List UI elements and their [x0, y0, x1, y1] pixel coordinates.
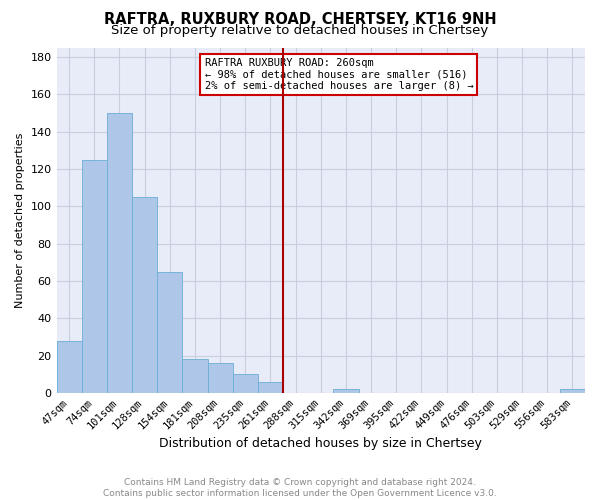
- Bar: [560, 390, 585, 393]
- Bar: [233, 374, 258, 393]
- Y-axis label: Number of detached properties: Number of detached properties: [15, 132, 25, 308]
- Text: Size of property relative to detached houses in Chertsey: Size of property relative to detached ho…: [112, 24, 488, 37]
- Text: RAFTRA, RUXBURY ROAD, CHERTSEY, KT16 9NH: RAFTRA, RUXBURY ROAD, CHERTSEY, KT16 9NH: [104, 12, 496, 28]
- X-axis label: Distribution of detached houses by size in Chertsey: Distribution of detached houses by size …: [160, 437, 482, 450]
- Text: RAFTRA RUXBURY ROAD: 260sqm
← 98% of detached houses are smaller (516)
2% of sem: RAFTRA RUXBURY ROAD: 260sqm ← 98% of det…: [205, 58, 473, 91]
- Bar: [107, 113, 132, 393]
- Bar: [157, 272, 182, 393]
- Text: Contains HM Land Registry data © Crown copyright and database right 2024.
Contai: Contains HM Land Registry data © Crown c…: [103, 478, 497, 498]
- Bar: [182, 360, 208, 393]
- Bar: [56, 340, 82, 393]
- Bar: [258, 382, 283, 393]
- Bar: [208, 363, 233, 393]
- Bar: [334, 390, 359, 393]
- Bar: [82, 160, 107, 393]
- Bar: [132, 197, 157, 393]
